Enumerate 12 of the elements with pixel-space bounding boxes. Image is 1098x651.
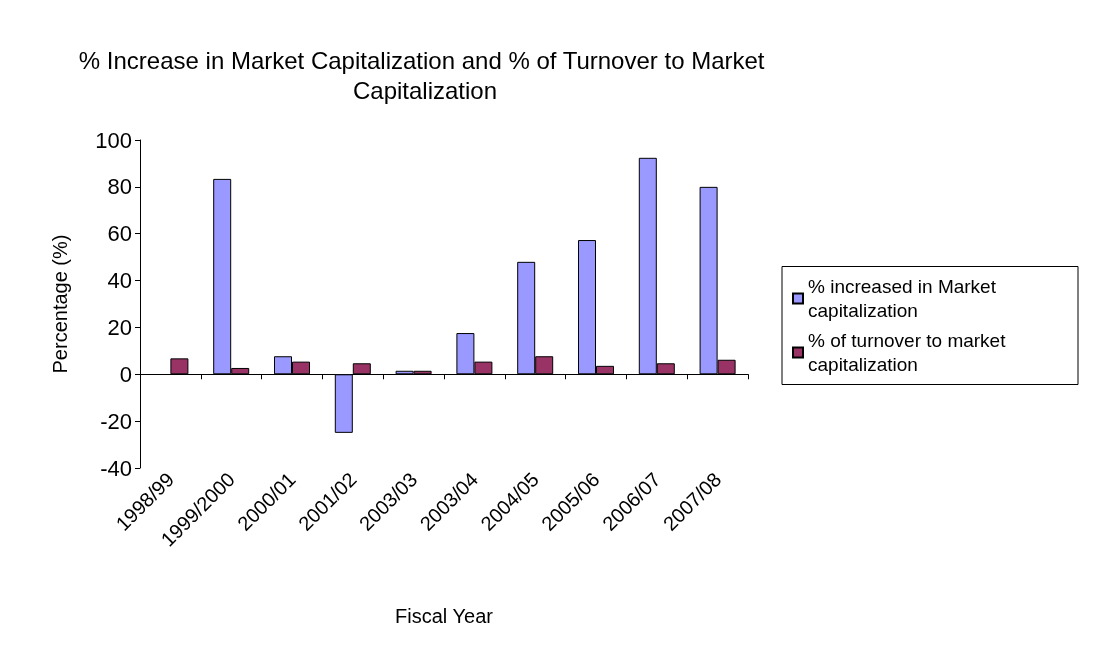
y-tick-label: 80 xyxy=(107,174,132,200)
y-tick-label: 60 xyxy=(107,221,132,247)
y-tick-label: 40 xyxy=(107,268,132,294)
y-tick-label: -20 xyxy=(100,408,132,434)
y-tick-label: 20 xyxy=(107,314,132,340)
y-tick-label: 0 xyxy=(119,361,132,387)
y-axis-title: Percentage (%) xyxy=(49,234,71,374)
legend-label: % of turnover to market capitalization xyxy=(808,330,1011,375)
legend-label: % increased in Market capitalization xyxy=(808,276,1002,321)
x-axis-title: Fiscal Year xyxy=(395,605,494,627)
chart-title: % Increase in Market Capitalization and % of Turnover to Market Capitalization xyxy=(78,46,772,104)
y-tick-label: 100 xyxy=(95,127,132,153)
